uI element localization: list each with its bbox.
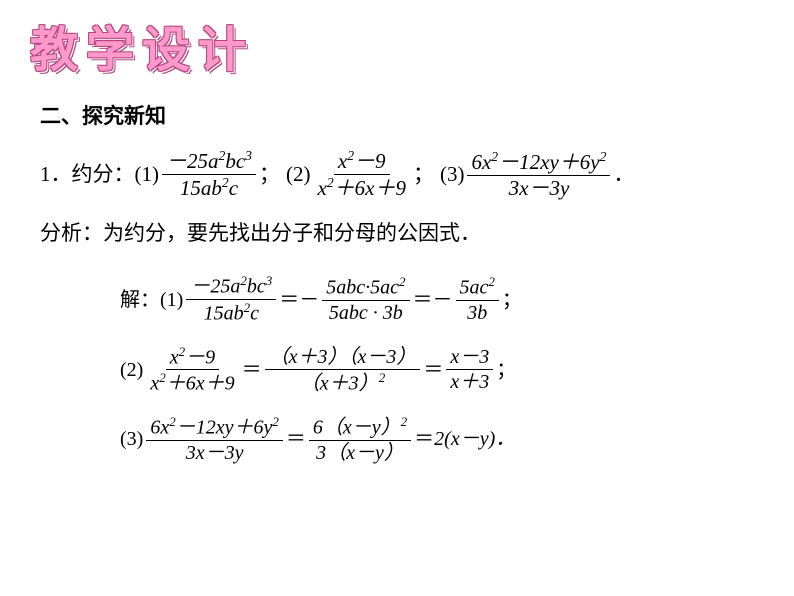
part3-den: 3x－3y bbox=[505, 176, 574, 201]
sep1: ； bbox=[259, 162, 280, 187]
s3-label: (3) bbox=[120, 427, 143, 451]
part2-fraction: x2－9 x2＋6x＋9 bbox=[313, 148, 409, 201]
s2-eq1: ＝ bbox=[242, 358, 262, 382]
analysis-text: 分析：为约分，要先找出分子和分母的公因式． bbox=[40, 217, 754, 247]
part1-fraction: －25a2bc3 15ab2c bbox=[162, 148, 256, 201]
s2-f2: （x＋3）（x－3） （x＋3）2 bbox=[265, 345, 421, 396]
s1-f3: 5ac2 3b bbox=[456, 274, 499, 325]
part3-num: 6x2－12xy＋6y2 bbox=[467, 149, 610, 176]
part2-label: (2) bbox=[286, 162, 311, 187]
s1-f1: －25a2bc3 15ab2c bbox=[186, 273, 276, 325]
s1-f2: 5abc·5ac2 5abc · 3b bbox=[322, 274, 409, 325]
s2-label: (2) bbox=[120, 358, 143, 382]
part2-den: x2＋6x＋9 bbox=[313, 175, 409, 201]
part3-fraction: 6x2－12xy＋6y2 3x－3y bbox=[467, 149, 610, 201]
section-heading: 二、探究新知 bbox=[40, 100, 754, 130]
s2-end: ； bbox=[496, 358, 516, 382]
s1-eq2: ＝－ bbox=[413, 288, 453, 312]
part1-den: 15ab2c bbox=[176, 175, 242, 201]
sep2: ； bbox=[413, 162, 434, 187]
page-title: 教学设计 bbox=[30, 10, 254, 80]
content-area: 二、探究新知 1．约分： (1) －25a2bc3 15ab2c ； (2) x… bbox=[40, 100, 754, 483]
sep3: ． bbox=[613, 162, 634, 187]
s1-eq1: ＝－ bbox=[279, 288, 319, 312]
s3-f1: 6x2－12xy＋6y2 3x－3y bbox=[146, 414, 283, 465]
part3-label: (3) bbox=[440, 162, 465, 187]
s3-result: 2(x－y)． bbox=[434, 427, 515, 451]
solution-1: 解： (1) －25a2bc3 15ab2c ＝－ 5abc·5ac2 5abc… bbox=[120, 273, 754, 325]
solution-2: (2) x2－9 x2＋6x＋9 ＝ （x＋3）（x－3） （x＋3）2 ＝ x… bbox=[120, 344, 754, 396]
problem-lead: 1．约分： bbox=[40, 162, 135, 187]
s2-eq2: ＝ bbox=[423, 358, 443, 382]
part1-num: －25a2bc3 bbox=[162, 148, 256, 175]
problem-line: 1．约分： (1) －25a2bc3 15ab2c ； (2) x2－9 x2＋… bbox=[40, 148, 754, 201]
solution-lead: 解： bbox=[120, 288, 160, 312]
s3-eq1: ＝ bbox=[286, 427, 306, 451]
part2-num: x2－9 bbox=[334, 148, 390, 175]
s1-end: ； bbox=[502, 288, 522, 312]
s1-label: (1) bbox=[160, 288, 183, 312]
s3-f2: 6（x－y）2 3（x－y） bbox=[309, 414, 411, 465]
s2-f1: x2－9 x2＋6x＋9 bbox=[146, 344, 238, 396]
part1-label: (1) bbox=[135, 162, 160, 187]
solution-3: (3) 6x2－12xy＋6y2 3x－3y ＝ 6（x－y）2 3（x－y） … bbox=[120, 414, 754, 465]
solution-block: 解： (1) －25a2bc3 15ab2c ＝－ 5abc·5ac2 5abc… bbox=[120, 273, 754, 464]
s3-eq2: ＝ bbox=[414, 427, 434, 451]
s2-f3: x－3 x＋3 bbox=[446, 345, 493, 394]
